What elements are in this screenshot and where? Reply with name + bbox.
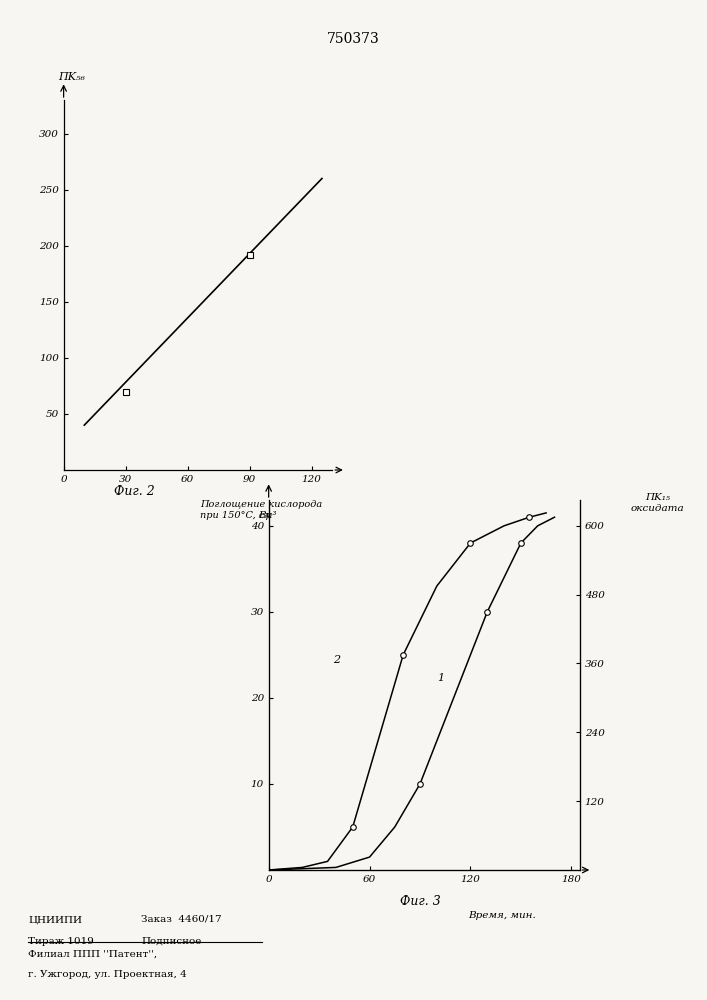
Text: ЦНИИПИ: ЦНИИПИ (28, 915, 82, 924)
Text: 1: 1 (437, 673, 444, 683)
Text: 2: 2 (332, 655, 339, 665)
Text: г. Ужгород, ул. Проектная, 4: г. Ужгород, ул. Проектная, 4 (28, 970, 187, 979)
Text: Время, мин.: Время, мин. (258, 511, 326, 520)
Text: Фиг. 2: Фиг. 2 (114, 485, 155, 498)
Text: Филиал ППП ''Патент'',: Филиал ППП ''Патент'', (28, 950, 158, 959)
Text: ПK₁₅
оксидата: ПK₁₅ оксидата (631, 493, 684, 513)
Text: Тираж 1019: Тираж 1019 (28, 937, 94, 946)
Text: Подписное: Подписное (141, 937, 201, 946)
Text: 750373: 750373 (327, 32, 380, 46)
Text: ПK₅₆: ПK₅₆ (58, 72, 86, 82)
Text: Время, мин.: Время, мин. (468, 911, 536, 920)
Text: Поглощение кислорода
при 150°C, см³: Поглощение кислорода при 150°C, см³ (200, 500, 322, 520)
Text: Заказ  4460/17: Заказ 4460/17 (141, 915, 222, 924)
Text: Фиг. 3: Фиг. 3 (400, 895, 441, 908)
